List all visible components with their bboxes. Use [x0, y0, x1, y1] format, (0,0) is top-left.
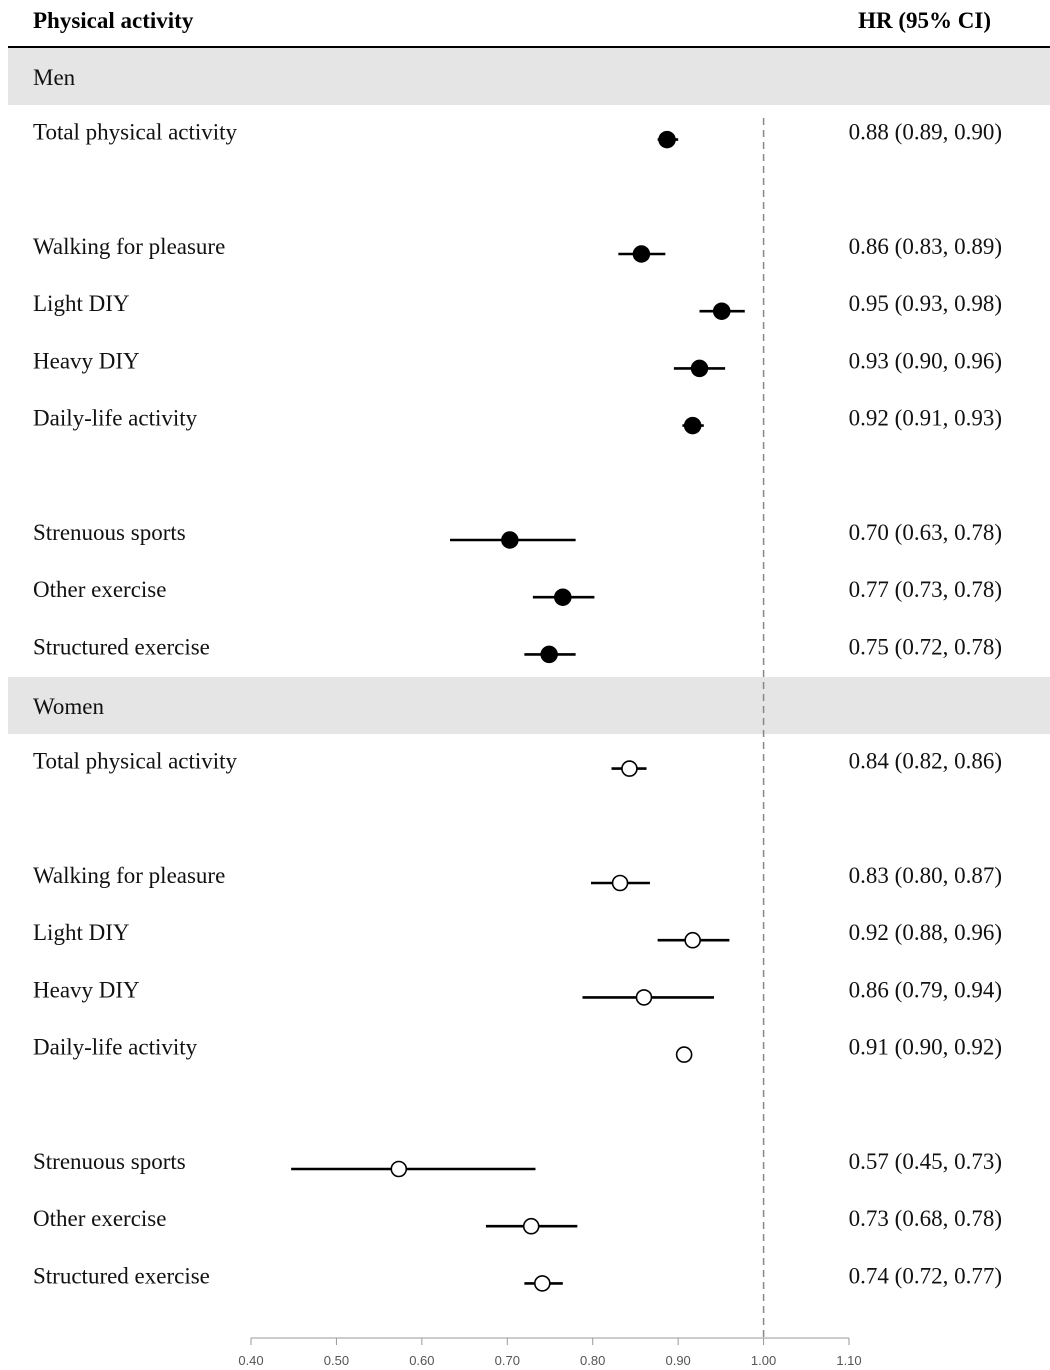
row-label: Daily-life activity [33, 1035, 198, 1060]
row-label: Other exercise [33, 1206, 166, 1231]
hr-point-open [534, 1275, 551, 1292]
group-label: Men [33, 65, 76, 90]
row-hr-text: 0.93 (0.90, 0.96) [849, 348, 1002, 373]
row-label: Strenuous sports [33, 1149, 186, 1174]
forest-row: Walking for pleasure 0.83 (0.80, 0.87) [33, 863, 1002, 892]
hr-point-open [621, 760, 638, 777]
x-axis: 0.40 0.50 0.60 0.70 0.80 0.90 1.00 1.10 [238, 1337, 862, 1368]
row-label: Structured exercise [33, 634, 210, 659]
forest-row: Light DIY 0.92 (0.88, 0.96) [33, 920, 1002, 949]
forest-row: Heavy DIY 0.86 (0.79, 0.94) [33, 977, 1002, 1006]
hr-point-open [675, 1046, 693, 1063]
header-right: HR (95% CI) [858, 8, 991, 33]
row-hr-text: 0.86 (0.83, 0.89) [849, 234, 1002, 259]
hr-point-open [390, 1160, 408, 1178]
hr-point-filled [658, 130, 676, 149]
row-label: Strenuous sports [33, 520, 186, 545]
hr-point-filled [501, 531, 519, 549]
hr-point-filled [540, 645, 558, 664]
row-label: Total physical activity [33, 120, 238, 145]
x-tick-label: 0.90 [665, 1353, 690, 1368]
row-label: Structured exercise [33, 1263, 210, 1288]
rows-group: Total physical activity 0.88 (0.89, 0.90)… [33, 120, 1002, 1292]
row-label: Light DIY [33, 920, 130, 945]
forest-row: Strenuous sports 0.70 (0.63, 0.78) [33, 520, 1002, 549]
row-label: Light DIY [33, 291, 130, 316]
row-label: Daily-life activity [33, 406, 198, 431]
row-hr-text: 0.86 (0.79, 0.94) [849, 977, 1002, 1002]
row-hr-text: 0.88 (0.89, 0.90) [849, 120, 1002, 145]
forest-row: Total physical activity 0.84 (0.82, 0.86) [33, 749, 1002, 777]
row-hr-text: 0.95 (0.93, 0.98) [849, 291, 1002, 316]
row-hr-text: 0.70 (0.63, 0.78) [849, 520, 1002, 545]
row-hr-text: 0.83 (0.80, 0.87) [849, 863, 1002, 888]
x-tick-label: 1.10 [836, 1353, 861, 1368]
x-tick-label: 0.40 [238, 1353, 263, 1368]
hr-point-filled [632, 245, 651, 263]
hr-point-open [611, 874, 629, 892]
hr-point-open [684, 931, 701, 949]
forest-row: Structured exercise 0.75 (0.72, 0.78) [33, 634, 1002, 664]
row-hr-text: 0.92 (0.91, 0.93) [849, 406, 1002, 431]
forest-row: Structured exercise 0.74 (0.72, 0.77) [33, 1263, 1002, 1292]
x-tick-label: 0.50 [324, 1353, 349, 1368]
hr-point-open [522, 1217, 540, 1235]
row-hr-text: 0.91 (0.90, 0.92) [849, 1035, 1002, 1060]
group-band [8, 48, 1050, 105]
row-hr-text: 0.57 (0.45, 0.73) [849, 1149, 1002, 1174]
forest-row: Walking for pleasure 0.86 (0.83, 0.89) [33, 234, 1002, 263]
x-tick-label: 0.60 [409, 1353, 434, 1368]
forest-row: Daily-life activity 0.91 (0.90, 0.92) [33, 1035, 1002, 1063]
forest-row: Other exercise 0.73 (0.68, 0.78) [33, 1206, 1002, 1235]
row-label: Heavy DIY [33, 348, 140, 373]
row-label: Heavy DIY [33, 977, 140, 1002]
forest-row: Total physical activity 0.88 (0.89, 0.90) [33, 120, 1002, 149]
x-tick-label: 1.00 [751, 1353, 776, 1368]
hr-point-open [635, 989, 653, 1006]
group-band [8, 677, 1050, 734]
hr-point-filled [690, 359, 709, 378]
row-hr-text: 0.75 (0.72, 0.78) [849, 634, 1002, 659]
group-label: Women [33, 694, 104, 719]
forest-row: Heavy DIY 0.93 (0.90, 0.96) [33, 348, 1002, 378]
forest-row: Light DIY 0.95 (0.93, 0.98) [33, 291, 1002, 320]
row-hr-text: 0.73 (0.68, 0.78) [849, 1206, 1002, 1231]
group-bands: Men Women [8, 48, 1050, 734]
row-label: Total physical activity [33, 749, 238, 774]
forest-row: Strenuous sports 0.57 (0.45, 0.73) [33, 1149, 1002, 1178]
row-hr-text: 0.74 (0.72, 0.77) [849, 1263, 1002, 1288]
x-tick-label: 0.80 [580, 1353, 605, 1368]
x-tick-label: 0.70 [495, 1353, 520, 1368]
hr-point-filled [712, 302, 731, 320]
row-label: Other exercise [33, 577, 166, 602]
row-label: Walking for pleasure [33, 234, 225, 259]
hr-point-filled [683, 416, 702, 435]
row-hr-text: 0.84 (0.82, 0.86) [849, 749, 1002, 774]
forest-row: Daily-life activity 0.92 (0.91, 0.93) [33, 406, 1002, 435]
forest-row: Other exercise 0.77 (0.73, 0.78) [33, 577, 1002, 606]
row-hr-text: 0.92 (0.88, 0.96) [849, 920, 1002, 945]
header-left: Physical activity [33, 8, 194, 33]
row-label: Walking for pleasure [33, 863, 225, 888]
row-hr-text: 0.77 (0.73, 0.78) [849, 577, 1002, 602]
hr-point-filled [554, 588, 572, 606]
